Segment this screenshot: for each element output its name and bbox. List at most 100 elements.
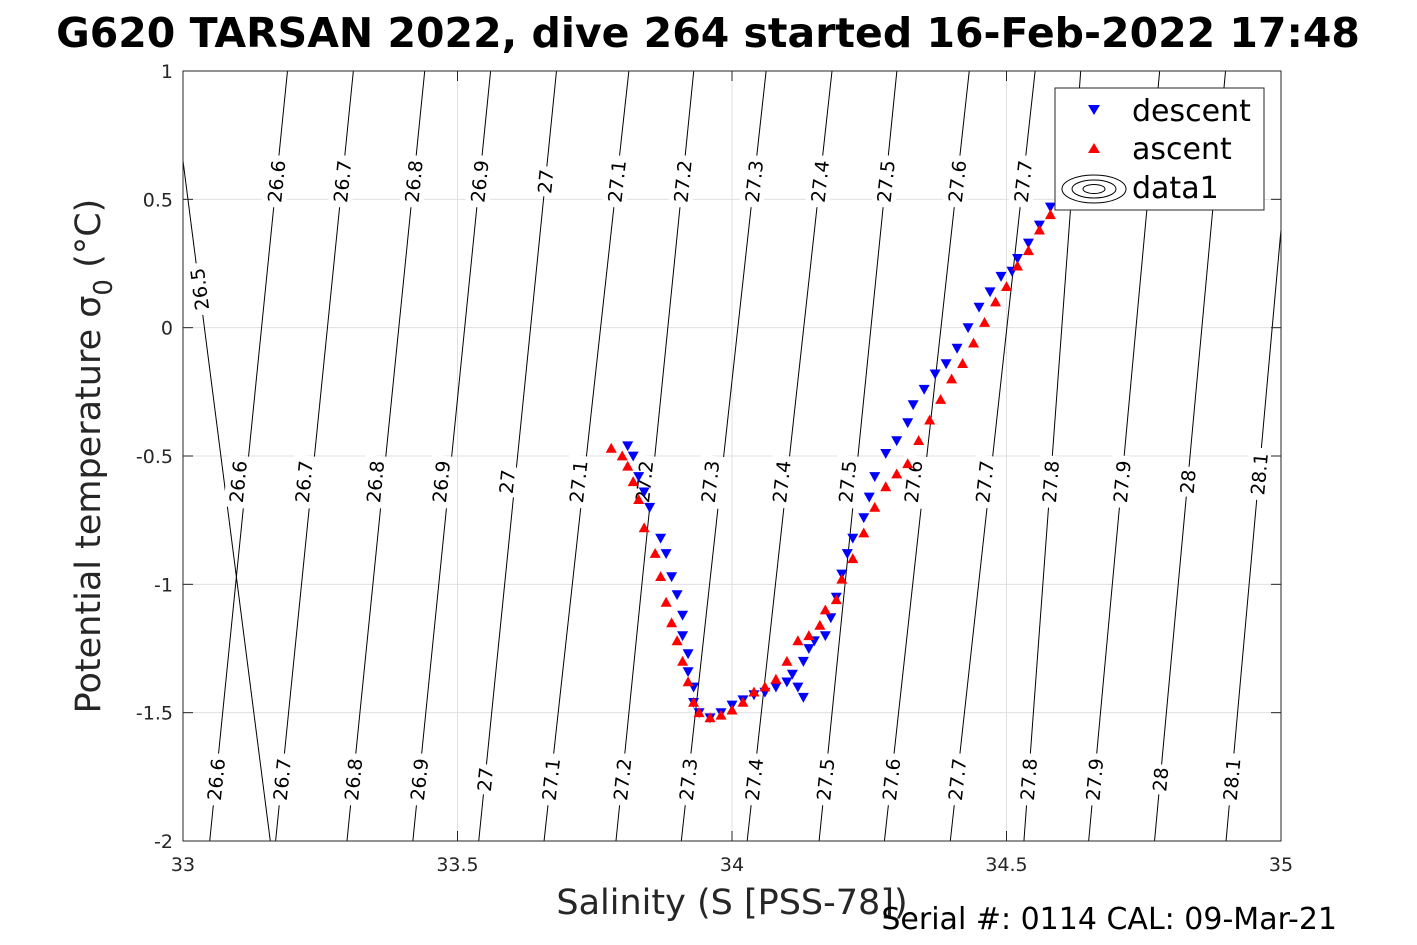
descent-point (660, 549, 672, 560)
isopycnal-label: 27.5 (810, 752, 840, 807)
y-axis-label-main: Potential temperature (69, 318, 109, 714)
isopycnal-label-bg (1080, 752, 1109, 807)
isopycnal-label-bg (531, 165, 559, 198)
isopycnal-label-text: 27.4 (769, 460, 796, 504)
isopycnal-label: 27.4 (766, 454, 797, 509)
isopycnal-label: 27.1 (601, 154, 632, 209)
isopycnal-label-text: 26.5 (187, 267, 214, 312)
isopycnal-label: 27.3 (739, 154, 769, 209)
isopycnal-label-bg (289, 454, 319, 509)
isopycnal-label-bg (464, 154, 495, 209)
isopycnal-label-text: 27 (474, 766, 498, 792)
isopycnal-label-text: 26.6 (226, 460, 252, 504)
descent-point (995, 271, 1007, 282)
isopycnal-label-bg (1014, 752, 1043, 807)
legend-data1-label: data1 (1132, 171, 1219, 206)
ascent-point (891, 468, 903, 479)
isopycnal-label-text: 26.9 (467, 159, 493, 203)
ascent-point (605, 442, 617, 453)
isopycnal-label: 26.9 (464, 154, 495, 209)
isopycnal-label-text: 28 (1149, 766, 1173, 792)
ascent-point (913, 435, 925, 445)
ascent-point (1044, 209, 1056, 220)
isopycnal-label-bg (942, 154, 972, 209)
ascent-point (830, 594, 842, 605)
isopycnal-label: 27.2 (629, 454, 659, 509)
isopycnal-label-bg (695, 454, 725, 509)
isopycnal-label-text: 27.5 (874, 159, 900, 203)
descent-point (819, 631, 831, 642)
isopycnal-label: 27.8 (1014, 752, 1043, 807)
isopycnal-label-text: 27.3 (742, 159, 769, 203)
isopycnal-label-text: 27.9 (1110, 460, 1136, 504)
data-points (605, 189, 1067, 724)
ascent-point (638, 522, 650, 533)
isopycnal-label-bg (668, 154, 698, 209)
isopycnal-label: 27.4 (805, 154, 835, 209)
isopycnal-label-text: 27 (496, 469, 520, 495)
descent-point (891, 436, 903, 447)
y-axis-label-subscript: 0 (89, 279, 119, 296)
ascent-point (847, 553, 859, 564)
isopycnal-label: 26.9 (404, 752, 434, 807)
ascent-point (946, 373, 958, 384)
ascent-point (748, 686, 760, 697)
ascent-point (979, 317, 991, 327)
descent-point (951, 343, 963, 354)
isopycnal-label: 26.7 (327, 154, 357, 209)
isopycnal-label-bg (739, 752, 769, 807)
ascent-point (737, 696, 749, 707)
y-tick-label: -1 (154, 574, 173, 596)
isopycnal-label-text: 27.1 (604, 159, 631, 203)
isopycnal-label-text: 26.7 (292, 460, 318, 504)
isopycnal-line (183, 156, 271, 841)
isopycnal-label-text: 28.1 (1220, 757, 1246, 801)
descent-point (984, 287, 996, 298)
isopycnal-label: 26.7 (267, 752, 297, 807)
descent-point (797, 692, 809, 703)
isopycnal-label: 27 (493, 465, 521, 498)
descent-point (622, 441, 634, 452)
ascent-point (803, 630, 815, 641)
ascent-point (1011, 260, 1023, 271)
x-tick-label: 34.5 (985, 854, 1027, 876)
descent-point (880, 449, 892, 459)
isopycnal-label: 26.6 (201, 752, 231, 807)
isopycnal-label-text: 27.9 (1082, 757, 1108, 801)
ascent-point (633, 494, 645, 505)
isopycnal-label-text: 28 (1177, 469, 1201, 495)
isopycnal-label-bg (739, 154, 769, 209)
ascent-point (715, 709, 727, 720)
isopycnal-label: 26.5 (184, 261, 215, 317)
ascent-point (819, 604, 831, 615)
descent-point (627, 451, 639, 462)
ascent-point (616, 450, 628, 461)
y-tick-label: 0 (161, 318, 173, 340)
ascent-point (627, 476, 639, 487)
ascent-point (968, 337, 980, 348)
descent-point (666, 572, 678, 583)
isopycnal-label: 27.3 (695, 454, 725, 509)
isopycnal-label-bg (493, 465, 521, 498)
isopycnal-label: 27.4 (739, 752, 769, 807)
legend: descent ascent data1 (1054, 87, 1265, 211)
isopycnal-label: 27.7 (1008, 154, 1038, 209)
isopycnal-label-text: 27.2 (671, 159, 697, 203)
isopycnal-label-bg (338, 752, 368, 807)
isopycnal-label-text: 27.6 (945, 159, 972, 203)
isopycnal-label-bg (184, 261, 215, 317)
descent-point (655, 533, 667, 544)
y-axis-label-sigma: σ (69, 296, 109, 318)
descent-point (803, 644, 815, 654)
isopycnal-label-bg (969, 454, 1000, 509)
descent-point (1022, 238, 1034, 249)
isopycnal-label-bg (1036, 454, 1065, 509)
descent-point (973, 302, 985, 313)
descent-point (644, 502, 656, 513)
isopycnal-label-text: 27.4 (742, 757, 769, 801)
ascent-point (792, 635, 804, 646)
isopycnal-label-text: 27 (534, 168, 558, 194)
descent-point (682, 667, 694, 678)
ascent-point (666, 617, 678, 628)
isopycnal-label: 26.8 (399, 154, 429, 209)
